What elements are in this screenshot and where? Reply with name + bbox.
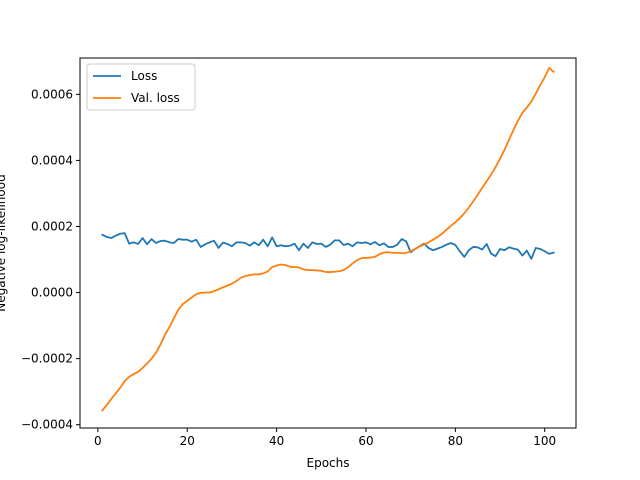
legend-label-loss: Loss [131,69,157,83]
x-tick-label: 20 [180,434,195,448]
y-tick-label: 0.0000 [31,286,73,300]
x-axis-ticks: 0 20 40 60 80 100 [94,428,556,448]
x-tick-label: 0 [94,434,102,448]
y-tick-label: 0.0006 [31,87,73,101]
legend-label-val-loss: Val. loss [131,91,180,105]
series-line-loss [101,232,555,260]
legend: Loss Val. loss [86,63,196,111]
x-tick-label: 100 [533,434,556,448]
y-tick-label: −0.0004 [21,418,73,432]
x-tick-label: 60 [358,434,373,448]
y-tick-label: 0.0002 [31,219,73,233]
plot-frame [79,57,577,429]
y-axis-label: Negative log-likelihood [0,174,8,311]
x-axis-label: Epochs [307,456,350,470]
series-layer [101,67,555,412]
x-tick-label: 80 [448,434,463,448]
x-tick-label: 40 [269,434,284,448]
y-tick-label: 0.0004 [31,153,73,167]
y-tick-label: −0.0002 [21,352,73,366]
series-line-val-loss [101,67,555,412]
y-axis-ticks: −0.0004 −0.0002 0.0000 0.0002 0.0004 0.0006 [21,87,80,432]
